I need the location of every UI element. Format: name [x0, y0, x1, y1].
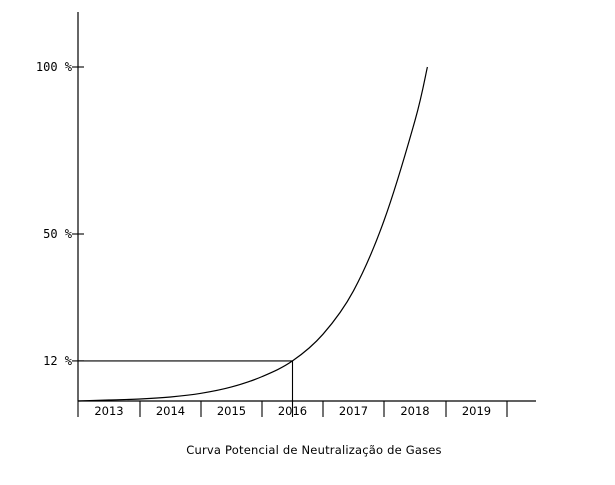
y-ticks: 100 % 50 % 12 %	[36, 60, 84, 368]
y-tick-label: 50 %	[43, 227, 73, 241]
y-tick-label: 100 %	[36, 60, 73, 74]
x-tick-label: 2018	[400, 404, 429, 418]
x-tick-label: 2015	[217, 404, 246, 418]
y-tick-label: 12 %	[43, 354, 73, 368]
axes	[77, 12, 536, 402]
x-tick-label: 2019	[462, 404, 491, 418]
x-tick-label: 2014	[156, 404, 185, 418]
x-tick-label: 2013	[94, 404, 123, 418]
series	[77, 66, 428, 402]
x-tick-label: 2017	[339, 404, 368, 418]
reference-lines	[78, 360, 294, 417]
chart-title: Curva Potencial de Neutralização de Gase…	[186, 443, 441, 457]
series-line	[77, 66, 428, 402]
